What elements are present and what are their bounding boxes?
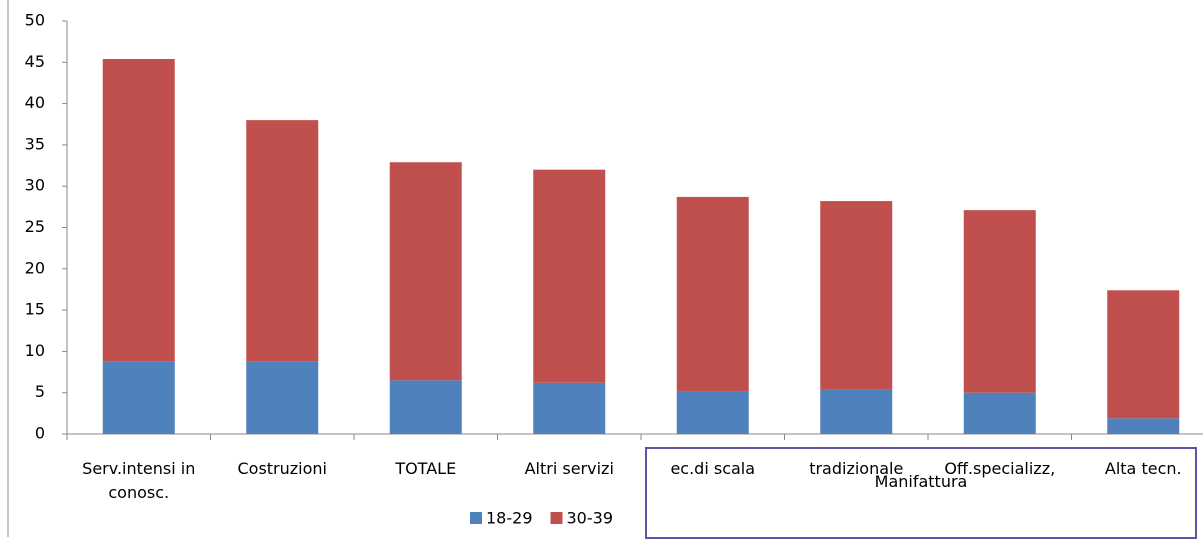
y-tick-label: 0 [35,424,45,443]
legend-swatch [470,512,482,524]
x-tick-label: Off.specializz, [944,459,1056,478]
bar-segment [246,120,319,362]
x-tick-label: Altri servizi [524,459,614,478]
y-tick-label: 35 [25,134,45,153]
group-label: Manifattura [874,472,968,491]
x-tick-label: Serv.intensi in conosc. [82,459,196,502]
bar-segment [102,58,175,362]
x-tick-label: tradizionale [809,459,904,478]
y-tick-label: 10 [25,341,45,360]
y-tick-label: 30 [25,176,45,195]
bar-segment [1107,290,1180,419]
bar-segment [963,392,1036,434]
y-tick-label: 5 [35,382,45,401]
y-tick-label: 40 [25,93,45,112]
x-tick-label: Costruzioni [237,459,327,478]
y-tick-label: 20 [25,258,45,277]
bar-segment [389,162,462,381]
bar-segment [820,201,893,390]
bar-segment [676,196,749,392]
legend-swatch [550,512,563,524]
y-tick-label: 15 [25,300,45,319]
bar-segment [820,389,893,434]
bar-segment [533,382,606,434]
x-tick-label: ec.di scala [670,459,756,478]
bar-segment [389,380,462,434]
x-tick-label: TOTALE [395,459,457,478]
bar-segment [1107,418,1180,434]
y-tick-label: 45 [25,52,45,71]
bar-segment [963,210,1036,393]
x-tick-label: Alta tecn. [1104,459,1182,478]
bar-segment [533,169,606,383]
bar-segment [676,391,749,434]
y-tick-label: 25 [25,217,45,236]
legend-label: 18-29 [486,509,533,528]
legend-label: 30-39 [567,509,614,528]
bar-segment [102,361,175,434]
bar-segment [246,361,319,434]
y-tick-label: 50 [25,11,45,30]
